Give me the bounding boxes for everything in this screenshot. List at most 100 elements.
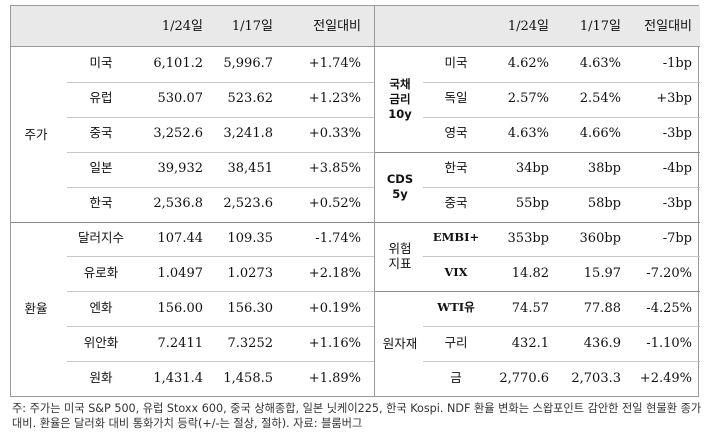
right-row-label: EMBI+	[432, 229, 480, 244]
left-cell-chg: +1.74%	[308, 56, 361, 72]
right-cell-v1: 55bp	[515, 196, 549, 212]
right-row-separator	[423, 361, 700, 363]
left-cell-v2: 3,241.8	[223, 126, 273, 142]
left-cell-chg: +0.19%	[308, 300, 361, 316]
left-header-1: 1/17일	[231, 19, 273, 34]
left-cell-v2: 1.0273	[227, 265, 274, 281]
right-cell-v1: 2,770.6	[499, 370, 549, 386]
left-row-separator	[67, 361, 374, 363]
left-row-label: 위안화	[83, 334, 119, 350]
left-cell-v1: 1.0497	[157, 265, 204, 281]
left-cell-v2: 38,451	[227, 161, 274, 177]
left-row-separator	[67, 151, 374, 153]
right-cell-v2: 4.66%	[579, 126, 621, 142]
left-cell-v2: 1,458.5	[223, 370, 273, 386]
right-cell-v1: 4.63%	[507, 126, 549, 142]
left-row-separator	[67, 291, 374, 293]
right-row-label: WTI유	[437, 299, 475, 314]
left-row-separator	[67, 186, 374, 188]
right-cell-v1: 353bp	[507, 230, 549, 246]
right-group-separator	[375, 291, 700, 293]
right-header-bg	[375, 6, 700, 47]
right-group-label: CDS 5y	[386, 171, 414, 201]
right-cell-chg: -7.20%	[646, 265, 692, 281]
right-cell-chg: -1.10%	[646, 335, 692, 351]
left-group-label: 주가	[24, 126, 48, 142]
right-cell-chg: -7bp	[662, 230, 692, 246]
right-cell-v1: 34bp	[515, 161, 549, 177]
left-cell-v1: 39,932	[157, 161, 204, 177]
left-group-label: 환율	[24, 301, 48, 317]
left-row-label: 달러지수	[77, 229, 124, 245]
left-cell-v2: 109.35	[227, 230, 274, 246]
left-cell-v1: 530.07	[157, 91, 204, 107]
left-cell-chg: +1.16%	[308, 335, 361, 351]
left-cell-chg: +3.85%	[308, 161, 361, 177]
right-cell-v2: 4.63%	[579, 56, 621, 72]
right-cell-chg: +2.49%	[639, 370, 692, 386]
right-cell-chg: -1bp	[662, 56, 692, 72]
left-cell-v1: 107.44	[157, 230, 204, 246]
left-row-label: 한국	[89, 195, 113, 211]
left-row-separator	[67, 256, 374, 258]
left-cell-v1: 3,252.6	[153, 126, 203, 142]
right-cell-chg: -4.25%	[646, 300, 692, 316]
right-header-1: 1/17일	[579, 19, 621, 34]
footnote: 주: 주가는 미국 S&P 500, 유럽 Stoxx 600, 중국 상해종합…	[12, 402, 702, 430]
left-cell-chg: +0.33%	[308, 126, 361, 142]
right-row-label: 금	[450, 369, 462, 385]
right-group-separator	[375, 221, 700, 223]
right-row-label: 영국	[444, 125, 468, 141]
left-cell-v1: 156.00	[157, 300, 204, 316]
panel-divider	[374, 6, 375, 396]
left-cell-v1: 6,101.2	[153, 56, 203, 72]
left-row-label: 엔화	[89, 299, 113, 315]
right-row-label: 독일	[444, 90, 468, 106]
right-header-2: 전일대비	[644, 19, 692, 34]
left-row-label: 미국	[89, 55, 113, 71]
right-cell-chg: -4bp	[662, 161, 692, 177]
right-row-separator	[423, 256, 700, 258]
right-cell-v1: 432.1	[511, 335, 549, 351]
left-header-2: 전일대비	[313, 19, 361, 34]
right-row-label: VIX	[444, 264, 468, 279]
left-row-separator	[67, 326, 374, 328]
right-row-label: 미국	[444, 55, 468, 71]
right-cell-chg: -3bp	[662, 126, 692, 142]
right-row-label: 한국	[444, 160, 468, 176]
left-cell-v1: 2,536.8	[153, 196, 203, 212]
left-cell-v2: 523.62	[227, 91, 274, 107]
market-table-frame: 1/24일 1/17일 전일대비 미국 6,101.2 5,996.7 +1.74% 유럽 53…	[10, 5, 700, 397]
right-cell-v2: 38bp	[587, 161, 621, 177]
right-cell-v2: 77.88	[583, 300, 621, 316]
left-row-label: 유로화	[83, 264, 119, 280]
left-cell-v2: 2,523.6	[223, 196, 273, 212]
left-cell-v2: 5,996.7	[223, 56, 273, 72]
right-cell-v2: 2.54%	[579, 91, 621, 107]
right-cell-v2: 436.9	[583, 335, 621, 351]
left-cell-v1: 7.2411	[157, 335, 204, 351]
right-cell-v1: 2.57%	[507, 91, 549, 107]
left-row-separator	[67, 116, 374, 118]
left-cell-chg: +1.89%	[308, 370, 361, 386]
right-cell-v2: 15.97	[583, 265, 621, 281]
right-group-separator	[375, 151, 700, 153]
right-cell-v2: 360bp	[579, 230, 621, 246]
right-row-separator	[423, 326, 700, 328]
right-cell-v1: 14.82	[511, 265, 549, 281]
right-cell-v1: 4.62%	[507, 56, 549, 72]
left-cell-chg: -1.74%	[315, 230, 361, 246]
right-row-label: 구리	[444, 334, 468, 350]
right-cell-v2: 2,703.3	[571, 370, 621, 386]
left-cell-chg: +2.18%	[308, 265, 361, 281]
left-row-label: 일본	[89, 160, 113, 176]
right-cell-v1: 74.57	[511, 300, 549, 316]
right-group-label: 국채 금리 10y	[388, 76, 412, 121]
right-group-label: 원자재	[382, 336, 418, 352]
right-cell-chg: -3bp	[662, 196, 692, 212]
left-cell-v2: 7.3252	[227, 335, 274, 351]
left-row-label: 원화	[89, 369, 113, 385]
left-cell-chg: +0.52%	[308, 196, 361, 212]
left-cell-chg: +1.23%	[308, 91, 361, 107]
left-group-separator	[11, 221, 374, 223]
